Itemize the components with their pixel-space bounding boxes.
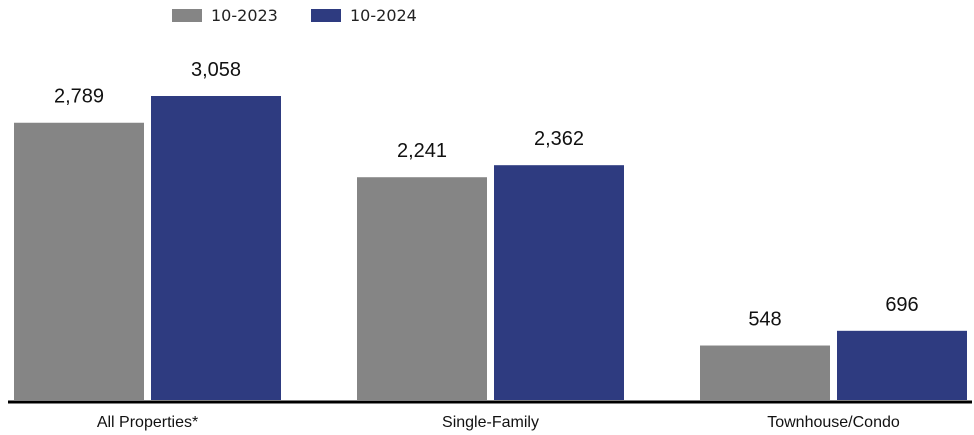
category-label: Single-Family xyxy=(442,414,539,431)
chart-legend: 10-2023 10-2024 xyxy=(172,6,417,25)
chart-value-labels: 2,789 3,058 2,241 2,362 548 696 xyxy=(54,59,919,331)
legend-swatch xyxy=(172,9,202,22)
value-label: 696 xyxy=(885,294,918,316)
chart-bars xyxy=(14,96,967,400)
chart-category-labels: All Properties* Single-Family Townhouse/Co… xyxy=(97,414,900,431)
bar-single-family-10-2024 xyxy=(494,165,624,400)
bar-townhouse-condo-10-2024 xyxy=(837,330,967,400)
value-label: 2,241 xyxy=(397,140,447,162)
bar-all-properties-10-2024 xyxy=(151,96,281,400)
category-label: All Properties* xyxy=(97,414,198,431)
category-label: Townhouse/Condo xyxy=(767,414,900,431)
value-label: 548 xyxy=(748,309,781,331)
value-label: 2,789 xyxy=(54,86,104,108)
legend-swatch xyxy=(311,9,341,22)
bar-townhouse-condo-10-2023 xyxy=(700,345,830,400)
legend-label: 10-2023 xyxy=(211,6,278,25)
value-label: 3,058 xyxy=(191,59,241,81)
legend-label: 10-2024 xyxy=(350,6,417,25)
bar-single-family-10-2023 xyxy=(357,177,487,400)
value-label: 2,362 xyxy=(534,128,584,150)
bar-all-properties-10-2023 xyxy=(14,122,144,400)
